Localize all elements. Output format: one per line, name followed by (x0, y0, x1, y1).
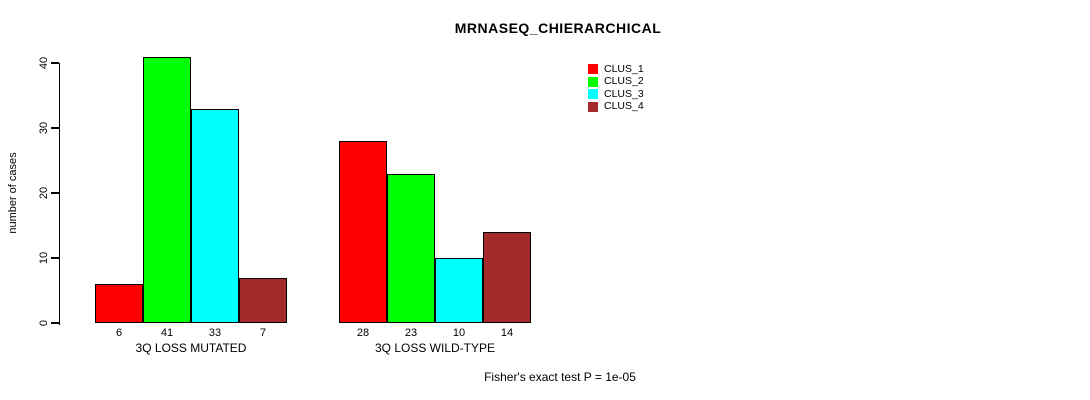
chart-title: MRNASEQ_CHIERARCHICAL (454, 20, 662, 36)
bar (483, 232, 531, 323)
legend-item: CLUS_2 (588, 76, 644, 88)
y-axis-tick (50, 127, 59, 129)
y-axis-tick-label: 0 (38, 319, 50, 327)
y-axis-line (58, 63, 60, 325)
bar-value-label: 28 (356, 327, 370, 339)
bar-value-label: 6 (115, 327, 123, 339)
bar (387, 173, 435, 323)
legend-swatch-icon (588, 76, 598, 87)
bar (339, 141, 387, 323)
bar (191, 108, 239, 323)
bar-value-label: 33 (208, 327, 222, 339)
legend-item: CLUS_1 (588, 63, 644, 75)
legend: CLUS_1 CLUS_2 CLUS_3 CLUS_4 (588, 63, 644, 113)
bar (435, 258, 483, 323)
legend-item-label: CLUS_3 (604, 87, 644, 100)
legend-item-label: CLUS_1 (604, 62, 644, 75)
y-axis-tick-label: 20 (38, 186, 50, 200)
y-axis-tick-label: 10 (38, 251, 50, 265)
chart-footnote: Fisher's exact test P = 1e-05 (484, 370, 636, 384)
bar-value-label: 7 (259, 327, 267, 339)
legend-swatch-icon (588, 101, 598, 112)
y-axis-tick (50, 257, 59, 259)
bar (95, 284, 143, 323)
y-axis-label: number of cases (7, 152, 19, 234)
y-axis-tick-label: 30 (38, 121, 50, 135)
legend-item: CLUS_3 (588, 88, 644, 100)
bar-value-label: 10 (452, 327, 466, 339)
legend-swatch-icon (588, 64, 598, 74)
bar-value-label: 41 (160, 327, 174, 339)
y-axis-tick (50, 322, 59, 324)
y-axis-tick (50, 62, 59, 64)
legend-swatch-icon (588, 89, 598, 99)
bar (239, 277, 287, 323)
group-label: 3Q LOSS MUTATED (135, 341, 247, 355)
bar-value-label: 23 (404, 327, 418, 339)
legend-item: CLUS_4 (588, 101, 644, 113)
legend-item-label: CLUS_2 (604, 75, 644, 87)
group-label: 3Q LOSS WILD-TYPE (374, 341, 496, 355)
bar-value-label: 14 (500, 327, 514, 339)
legend-item-label: CLUS_4 (604, 100, 644, 112)
y-axis-tick (50, 192, 59, 194)
bar (143, 56, 191, 323)
y-axis-tick-label: 40 (38, 56, 50, 70)
